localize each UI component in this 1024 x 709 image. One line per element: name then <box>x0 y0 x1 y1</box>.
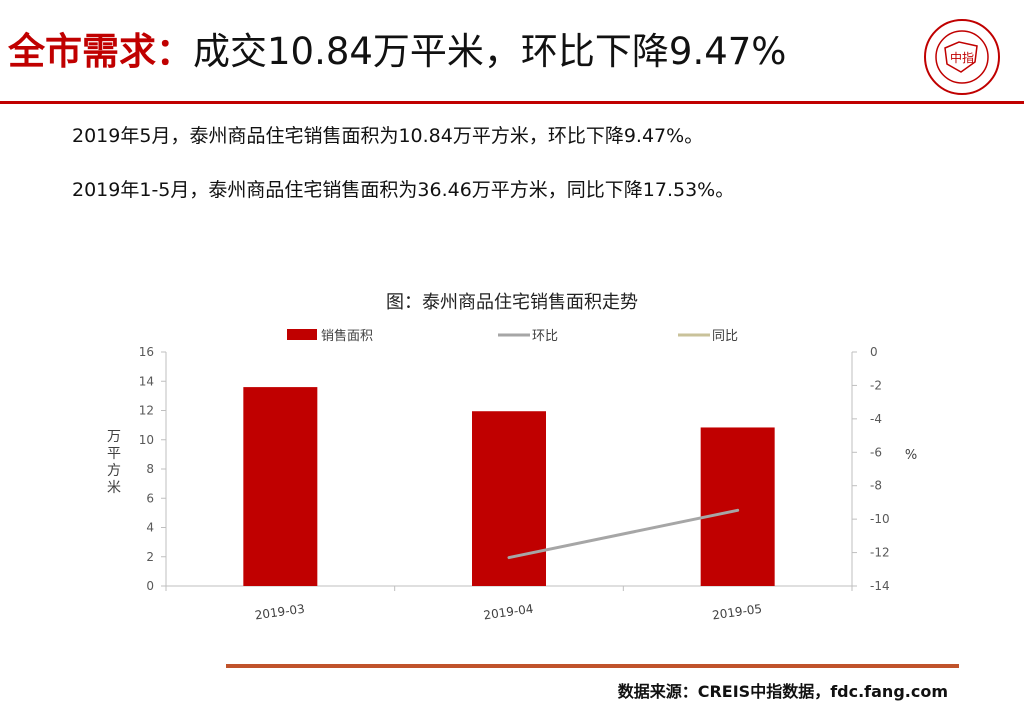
left-axis-tick-label: 0 <box>146 579 154 593</box>
left-axis-tick-label: 2 <box>146 550 154 564</box>
left-axis-tick-label: 6 <box>146 491 154 505</box>
right-axis-tick-label: -4 <box>870 412 882 426</box>
legend-label: 环比 <box>532 329 558 344</box>
left-axis-label-char: 万 <box>107 429 121 445</box>
right-axis-tick-label: -8 <box>870 479 882 493</box>
left-axis-label-char: 方 <box>107 463 121 479</box>
right-axis-tick-label: -6 <box>870 445 882 459</box>
page-title: 全市需求：成交10.84万平米，环比下降9.47% <box>8 26 786 78</box>
x-axis-tick-label: 2019-05 <box>711 602 763 623</box>
logo-text: 中指 <box>950 50 974 65</box>
bar-sales-area <box>243 387 318 586</box>
left-axis-tick-label: 8 <box>146 462 154 476</box>
left-axis-tick-label: 4 <box>146 521 154 535</box>
right-axis-tick-label: -2 <box>870 378 882 392</box>
right-axis-label: % <box>905 448 917 463</box>
line-series-mom <box>507 508 740 560</box>
right-axis-tick-label: -10 <box>870 512 890 526</box>
left-axis-label-char: 米 <box>107 480 121 496</box>
right-axis-tick-label: -14 <box>870 579 890 593</box>
legend-label: 同比 <box>712 329 738 344</box>
title-prefix: 全市需求： <box>8 30 193 73</box>
title-divider <box>0 101 1024 104</box>
company-logo: 中指 <box>924 19 1000 95</box>
bar-sales-area <box>700 427 775 586</box>
footer-divider <box>226 664 959 668</box>
legend-label: 销售面积 <box>321 328 373 344</box>
left-axis-tick-label: 16 <box>139 345 154 359</box>
x-axis-tick-label: 2019-04 <box>483 602 535 623</box>
chart-title: 图：泰州商品住宅销售面积走势 <box>386 292 638 313</box>
legend-swatch <box>287 329 317 340</box>
data-source: 数据来源：CREIS中指数据，fdc.fang.com <box>617 682 948 701</box>
x-axis-tick-label: 2019-03 <box>254 602 306 623</box>
summary-line-2: 2019年1-5月，泰州商品住宅销售面积为36.46万平方米，同比下降17.53… <box>72 179 735 201</box>
left-axis-tick-label: 14 <box>139 374 154 388</box>
summary-line-1: 2019年5月，泰州商品住宅销售面积为10.84万平方米，环比下降9.47%。 <box>72 125 704 147</box>
left-axis-tick-label: 12 <box>139 404 154 418</box>
bar-sales-area <box>472 411 546 586</box>
left-axis-label-char: 平 <box>107 446 121 462</box>
title-text: 成交10.84万平米，环比下降9.47% <box>193 30 787 73</box>
right-axis-tick-label: 0 <box>870 345 878 359</box>
right-axis-tick-label: -12 <box>870 546 890 560</box>
left-axis-tick-label: 10 <box>139 433 154 447</box>
